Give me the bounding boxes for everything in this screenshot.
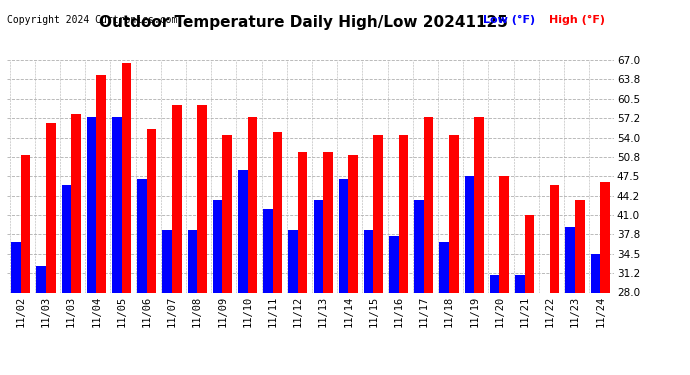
Bar [464, 176, 474, 375]
Bar [298, 152, 308, 375]
Bar [71, 114, 81, 375]
Bar [399, 135, 408, 375]
Text: Outdoor Temperature Daily High/Low 20241125: Outdoor Temperature Daily High/Low 20241… [99, 15, 508, 30]
Bar [323, 152, 333, 375]
Bar [540, 292, 550, 375]
Bar [97, 75, 106, 375]
Bar [112, 117, 121, 375]
Bar [46, 123, 55, 375]
Bar [600, 182, 610, 375]
Bar [591, 254, 600, 375]
Bar [474, 117, 484, 375]
Bar [449, 135, 459, 375]
Bar [147, 129, 157, 375]
Text: Low (°F): Low (°F) [483, 15, 535, 25]
Bar [37, 266, 46, 375]
Bar [222, 135, 232, 375]
Bar [389, 236, 399, 375]
Bar [414, 200, 424, 375]
Bar [188, 230, 197, 375]
Bar [197, 105, 207, 375]
Bar [515, 274, 524, 375]
Bar [172, 105, 181, 375]
Bar [213, 200, 222, 375]
Bar [248, 117, 257, 375]
Bar [21, 155, 30, 375]
Bar [263, 209, 273, 375]
Bar [162, 230, 172, 375]
Bar [424, 117, 433, 375]
Bar [273, 132, 282, 375]
Bar [11, 242, 21, 375]
Bar [339, 179, 348, 375]
Text: High (°F): High (°F) [549, 15, 604, 25]
Bar [364, 230, 373, 375]
Bar [373, 135, 383, 375]
Bar [490, 274, 500, 375]
Bar [87, 117, 97, 375]
Bar [313, 200, 323, 375]
Text: Copyright 2024 Curtronics.com: Copyright 2024 Curtronics.com [7, 15, 177, 25]
Bar [121, 63, 131, 375]
Bar [61, 185, 71, 375]
Bar [348, 155, 358, 375]
Bar [440, 242, 449, 375]
Bar [566, 227, 575, 375]
Bar [550, 185, 560, 375]
Bar [137, 179, 147, 375]
Bar [524, 215, 534, 375]
Bar [575, 200, 584, 375]
Bar [238, 170, 248, 375]
Bar [288, 230, 298, 375]
Bar [500, 176, 509, 375]
